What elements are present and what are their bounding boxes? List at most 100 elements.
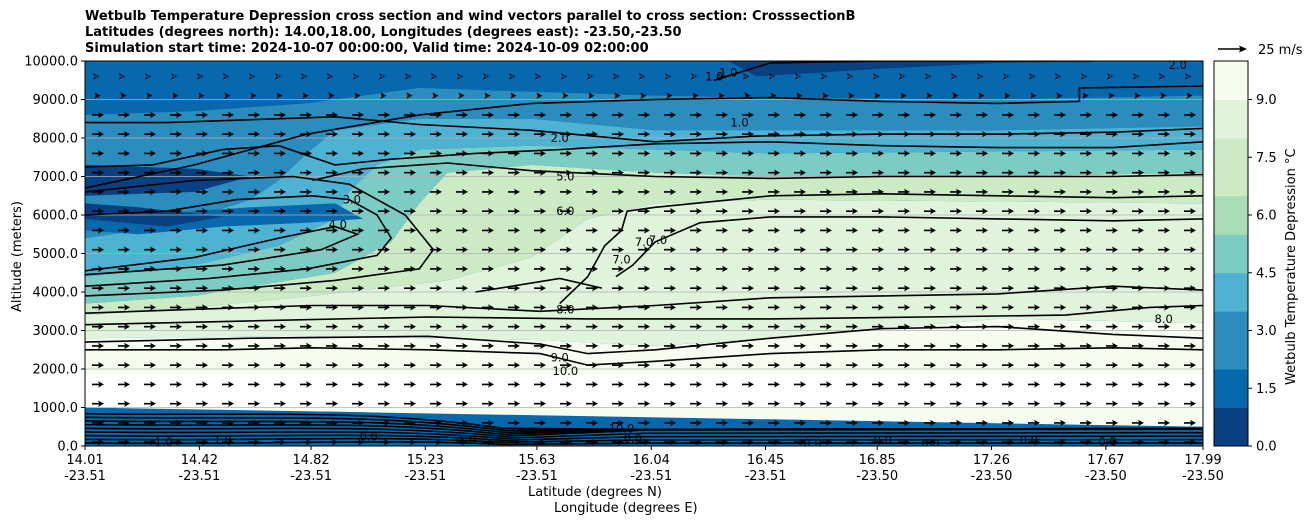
wind-vector [92,265,104,273]
wind-vector [872,381,884,388]
wind-vector [898,284,910,292]
wind-vector [170,188,182,196]
wind-vector [795,73,801,80]
wind-vector [508,150,520,157]
wind-vector [1160,92,1167,99]
wind-vector [586,111,598,119]
wind-vector [690,400,702,407]
wind-vector [92,130,104,138]
wind-vector [872,111,884,119]
wind-vector [1186,92,1193,99]
wind-vector [483,73,489,80]
wind-vector [898,227,910,234]
wind-vector [222,169,234,176]
wind-vector [300,188,312,196]
wind-vector [144,381,156,388]
wind-vector [170,438,182,446]
wind-vector [300,304,312,311]
wind-vector [196,438,208,446]
colorbar-tick-label-2: 3.0 [1256,324,1277,339]
wind-vector [1002,150,1014,157]
wind-vector [352,381,364,388]
wind-vector [248,438,260,446]
wind-vector [456,207,468,215]
wind-vector [924,284,936,292]
wind-vector [456,188,468,196]
wind-vector [482,284,494,292]
wind-vector [482,438,494,446]
wind-vector [924,227,936,234]
surface-contour-line-2 [85,434,1203,442]
wind-vector [274,400,286,407]
wind-vector [768,381,780,388]
wind-vector [352,150,364,157]
wind-vector [898,111,910,119]
wind-vector [353,73,359,80]
wind-vector [222,130,234,138]
wind-vector [378,361,390,369]
wind-vector [1028,284,1040,292]
wind-vector [1080,111,1092,119]
wind-vector [430,188,442,196]
wind-vector [820,400,832,407]
wind-vector [898,342,910,350]
wind-vector [144,130,156,138]
wind-vector [197,73,203,80]
wind-vector [430,342,442,350]
wind-vector [638,361,650,369]
wind-vector [119,73,125,80]
wind-vector [612,342,624,350]
colorbar-band-18 [1214,80,1248,100]
wind-vector [1030,92,1037,99]
wind-vector [118,150,130,157]
wind-vector [1158,227,1170,234]
wind-vector [92,207,104,215]
wind-vector [638,323,650,330]
x-tick-label-lat-3: 15.23 [407,453,444,468]
wind-vector [1184,361,1196,369]
wind-vector [742,169,754,176]
contour-label-23: 0.0 [803,436,821,450]
wind-vector [950,207,962,215]
wind-vector [1158,130,1170,138]
wind-vector [274,323,286,330]
wind-vector [846,438,858,446]
wind-vector [586,169,598,176]
wind-vector [222,284,234,292]
wind-vector [560,400,572,407]
wind-vector [249,73,255,80]
colorbar-tick-label-1: 1.5 [1256,382,1277,397]
wind-vector [1132,284,1144,292]
contour-label-12: 7.0 [635,235,653,249]
wind-vector [482,342,494,350]
wind-vector [1002,130,1014,138]
wind-vector [1158,304,1170,311]
wind-vector [404,227,416,234]
wind-vector [612,227,624,234]
wind-vector [378,150,390,157]
wind-vector [196,227,208,234]
wind-vector [171,73,177,80]
wind-vector [352,130,364,138]
wind-vector [508,207,520,215]
wind-vector [898,361,910,369]
wind-vector [508,323,520,330]
wind-vector [820,304,832,311]
wind-vector [482,381,494,388]
wind-vector [508,111,520,119]
wind-vector [1132,169,1144,176]
wind-vector [1002,265,1014,273]
wind-vector [405,73,411,80]
wind-vector [1080,438,1092,446]
wind-vector [196,169,208,176]
wind-vector [458,92,465,99]
wind-vector [587,73,593,80]
wind-vector [248,207,260,215]
wind-vector [1132,381,1144,388]
wind-vector [144,207,156,215]
wind-vector [534,246,546,253]
wind-vector [822,92,829,99]
wind-vector [326,361,338,369]
wind-vector [431,73,437,80]
wind-vector [794,304,806,311]
